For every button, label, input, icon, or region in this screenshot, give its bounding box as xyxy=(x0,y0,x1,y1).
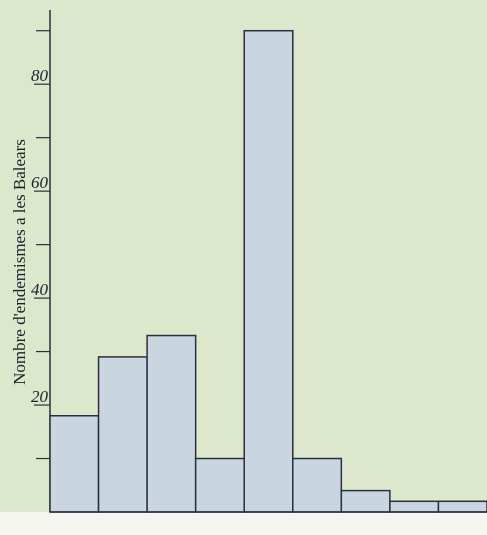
bar xyxy=(340,489,391,513)
bar xyxy=(389,500,440,513)
bar xyxy=(292,457,343,513)
y-tick-label: 80 xyxy=(31,66,49,85)
bar xyxy=(146,334,197,513)
bar xyxy=(243,29,294,513)
y-tick-label: 60 xyxy=(31,173,49,192)
y-axis-label: Nombre d'endemismes a les Balears xyxy=(10,139,29,385)
bar xyxy=(194,457,245,513)
bar xyxy=(97,356,148,513)
chart-footer xyxy=(0,512,487,535)
y-tick-label: 20 xyxy=(31,387,49,406)
bar xyxy=(49,414,100,513)
y-tick-label: 40 xyxy=(31,280,49,299)
bar xyxy=(437,500,487,513)
